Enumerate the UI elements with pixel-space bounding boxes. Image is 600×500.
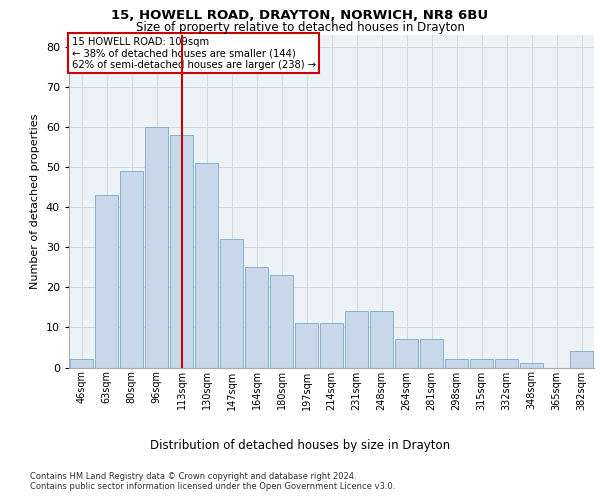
Text: Size of property relative to detached houses in Drayton: Size of property relative to detached ho… xyxy=(136,21,464,34)
Bar xyxy=(520,364,543,368)
Bar xyxy=(495,360,518,368)
Bar xyxy=(195,163,218,368)
Bar xyxy=(145,127,168,368)
Bar xyxy=(295,324,318,368)
Bar xyxy=(345,312,368,368)
Bar xyxy=(570,352,593,368)
Bar xyxy=(320,324,343,368)
Bar xyxy=(245,268,268,368)
Bar xyxy=(470,360,493,368)
Bar xyxy=(120,171,143,368)
Bar xyxy=(445,360,468,368)
Text: 15, HOWELL ROAD, DRAYTON, NORWICH, NR8 6BU: 15, HOWELL ROAD, DRAYTON, NORWICH, NR8 6… xyxy=(112,9,488,22)
Text: 15 HOWELL ROAD: 109sqm
← 38% of detached houses are smaller (144)
62% of semi-de: 15 HOWELL ROAD: 109sqm ← 38% of detached… xyxy=(71,36,316,70)
Bar xyxy=(270,276,293,368)
Bar xyxy=(95,195,118,368)
Bar xyxy=(420,340,443,367)
Bar xyxy=(370,312,393,368)
Y-axis label: Number of detached properties: Number of detached properties xyxy=(30,114,40,289)
Bar xyxy=(70,360,93,368)
Text: Contains public sector information licensed under the Open Government Licence v3: Contains public sector information licen… xyxy=(30,482,395,491)
Text: Distribution of detached houses by size in Drayton: Distribution of detached houses by size … xyxy=(150,440,450,452)
Bar xyxy=(220,240,243,368)
Bar xyxy=(170,135,193,368)
Text: Contains HM Land Registry data © Crown copyright and database right 2024.: Contains HM Land Registry data © Crown c… xyxy=(30,472,356,481)
Bar xyxy=(395,340,418,367)
